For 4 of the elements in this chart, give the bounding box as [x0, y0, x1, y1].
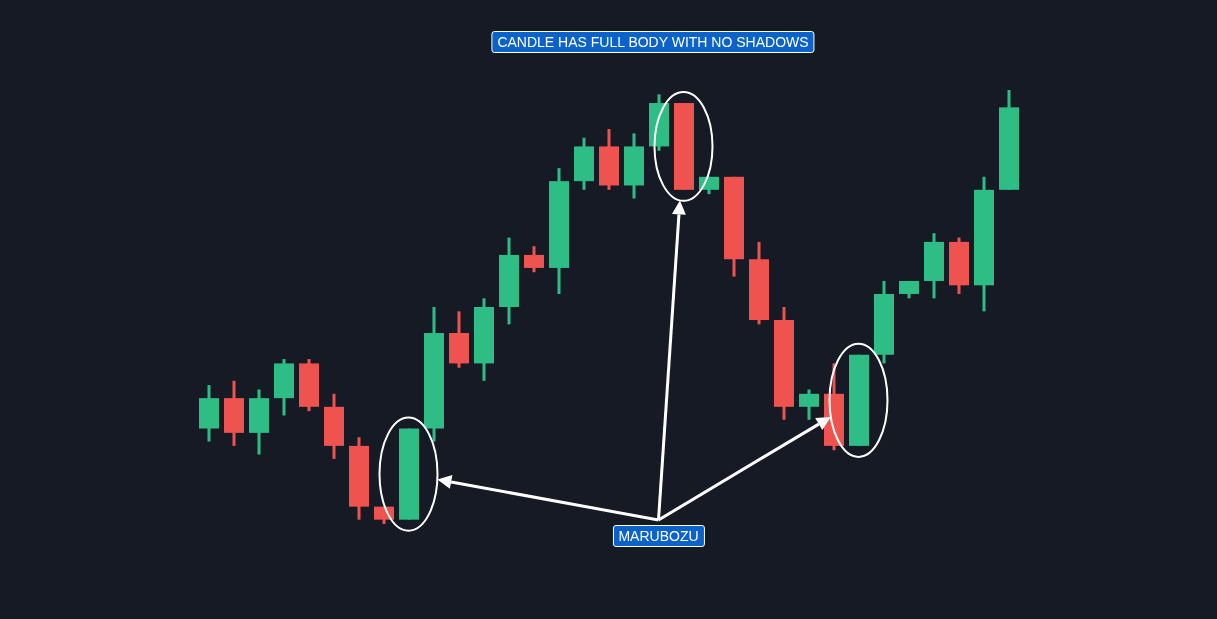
candlestick	[524, 246, 544, 273]
candlestick	[799, 389, 819, 420]
text: MARUBOZU	[612, 525, 705, 547]
chart-title: CANDLE HAS FULL BODY WITH NO SHADOWS	[491, 31, 815, 53]
